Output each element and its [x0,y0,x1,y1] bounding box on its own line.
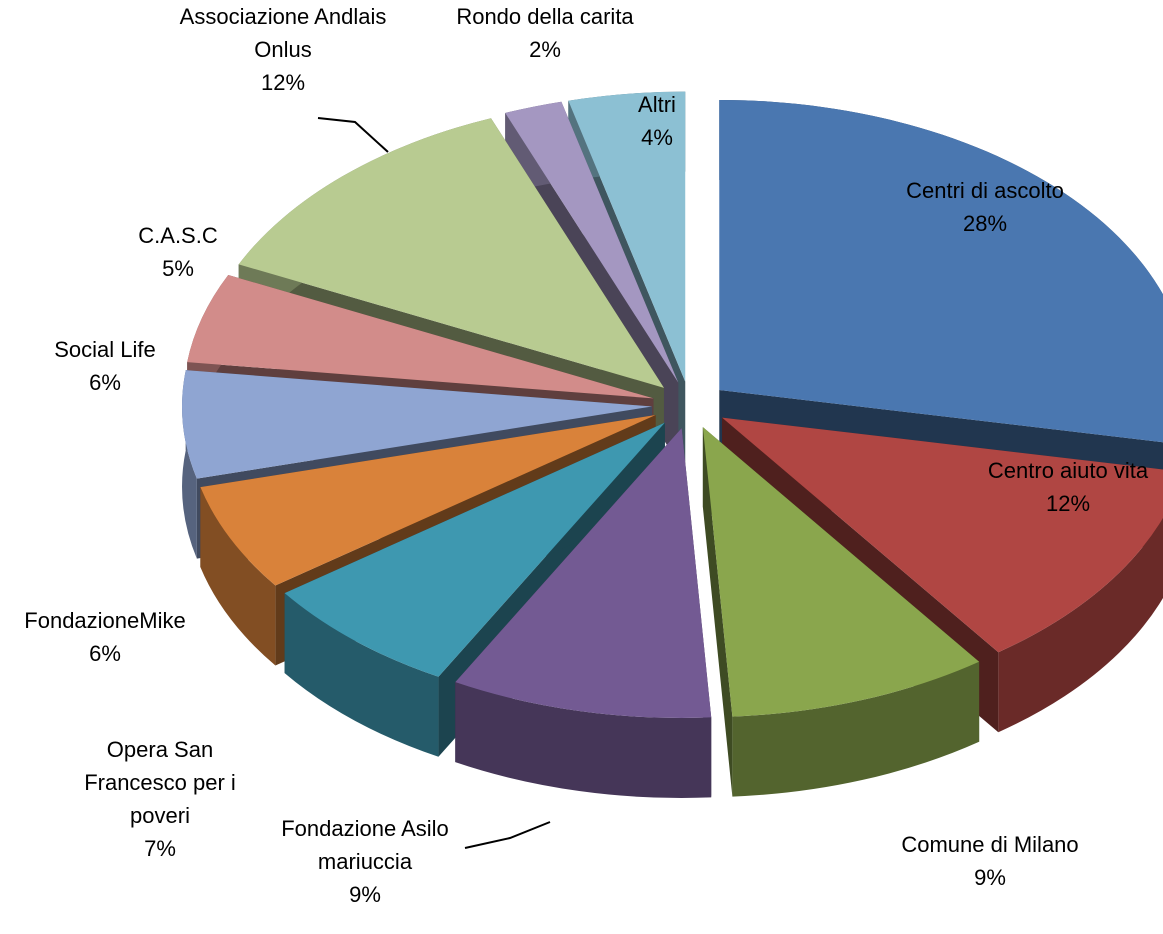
slice [284,422,665,677]
slice [182,370,653,479]
slice [568,91,686,382]
value-label: 9% [974,865,1006,890]
pie [182,91,1163,798]
slice-label: Altri [638,92,676,117]
value-label: 5% [162,256,194,281]
slice-group [702,427,980,797]
slice-label: C.A.S.C [138,223,218,248]
value-label: 2% [529,37,561,62]
value-label: 4% [641,125,673,150]
slice [719,99,1163,443]
labels: Centri di ascolto 28% Centro aiuto vita 12%… [24,4,1149,907]
slice-label: Centro aiuto vita [988,458,1149,483]
slice-wall [702,427,733,797]
slice-label: Comune di Milano [901,832,1078,857]
slice [702,427,980,717]
slice-label: FondazioneMike [24,608,185,633]
value-label: 7% [144,836,176,861]
value-label: 9% [349,882,381,907]
slice-label: Social Life [54,337,156,362]
value-label: 6% [89,370,121,395]
slice-label: Centri di ascolto [906,178,1064,203]
slice-side [998,517,1163,733]
slice-label: Fondazione Asilo mariuccia [281,816,449,874]
slice [455,427,712,718]
leader-line [317,117,389,153]
value-label: 6% [89,641,121,666]
value-label: 12% [261,70,305,95]
slice-label: Rondo della carita [456,4,634,29]
slice-label: Opera San Francesco per i poveri [84,737,236,828]
slice [200,415,656,586]
leader-line [464,821,551,849]
slice [722,417,1163,653]
value-label: 12% [1046,491,1090,516]
slice [187,274,654,399]
slice-side [200,487,276,666]
slice-side [732,661,980,797]
slice-side [284,593,439,757]
value-label: 28% [963,211,1007,236]
slice-group [455,427,712,798]
slice [505,101,679,383]
slice [238,118,664,388]
slice-side [455,682,712,798]
slice-label: Associazione Andlais Onlus [180,4,387,62]
